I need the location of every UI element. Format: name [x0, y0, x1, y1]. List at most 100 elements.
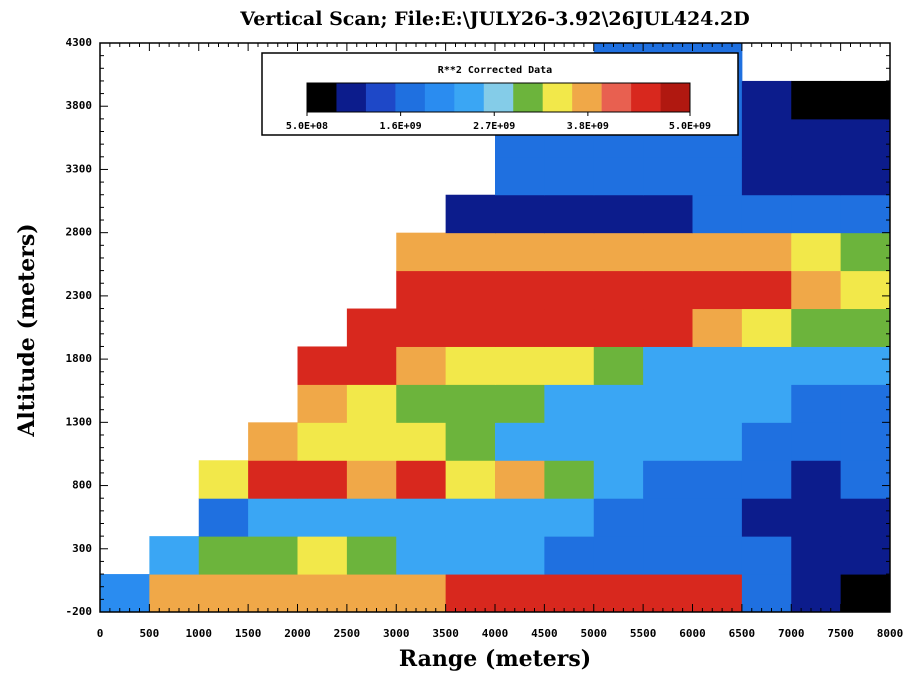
heat-cell	[198, 574, 249, 613]
heat-cell	[791, 346, 842, 385]
heat-cell	[544, 498, 595, 537]
heat-cell	[643, 460, 693, 499]
heat-cell	[741, 270, 792, 310]
heat-cell	[840, 194, 891, 234]
heat-cell	[840, 422, 891, 461]
y-tick-label: 2800	[66, 226, 93, 239]
heat-cell	[840, 384, 891, 423]
heat-cell	[248, 498, 298, 537]
heat-cell	[495, 498, 545, 537]
heat-cell	[840, 460, 891, 499]
heat-cell	[396, 536, 447, 575]
heat-cell	[643, 536, 693, 575]
heat-cell	[346, 574, 397, 613]
heat-cell	[544, 536, 595, 575]
y-tick-label: 1300	[66, 415, 93, 428]
y-tick-label: 3300	[66, 162, 93, 175]
heat-cell	[692, 536, 743, 575]
heat-cell	[495, 536, 545, 575]
heat-cell	[495, 574, 545, 613]
x-tick-label: 1000	[186, 627, 213, 640]
heat-cell	[840, 156, 891, 196]
heat-cell	[741, 346, 792, 385]
x-tick-label: 6000	[679, 627, 706, 640]
y-tick-label: 4300	[66, 36, 93, 49]
x-tick-label: 4000	[482, 627, 509, 640]
heat-cell	[791, 194, 842, 234]
heat-cell	[445, 346, 496, 385]
heat-cell	[346, 384, 397, 423]
heat-cell	[297, 422, 348, 461]
heat-cell	[593, 270, 644, 310]
heat-cell	[643, 270, 693, 310]
heat-cell	[248, 536, 298, 575]
heat-cell	[643, 156, 693, 196]
heat-cell	[297, 536, 348, 575]
heat-cell	[643, 232, 693, 272]
heat-cell	[198, 498, 249, 537]
heat-cell	[248, 422, 298, 461]
heat-cell	[346, 498, 397, 537]
heat-cell	[741, 460, 792, 499]
heat-cell	[692, 194, 743, 234]
heat-cell	[544, 422, 595, 461]
x-tick-label: 0	[97, 627, 104, 640]
heat-cell	[445, 460, 496, 499]
heat-cell	[495, 194, 545, 234]
x-tick-label: 7500	[827, 627, 854, 640]
colorbar-swatch	[542, 83, 573, 112]
x-tick-label: 7000	[778, 627, 805, 640]
heat-cell	[495, 232, 545, 272]
heat-cell	[544, 308, 595, 347]
heat-cell	[248, 574, 298, 613]
heat-cell	[346, 308, 397, 347]
heat-cell	[741, 536, 792, 575]
heat-cell	[593, 346, 644, 385]
heat-cell	[346, 422, 397, 461]
heat-cell	[791, 536, 842, 575]
heat-cell	[495, 422, 545, 461]
heat-cell	[445, 308, 496, 347]
heat-cell	[692, 346, 743, 385]
heat-cell	[593, 384, 644, 423]
heat-cell	[593, 498, 644, 537]
x-tick-label: 3000	[383, 627, 410, 640]
heat-cell	[396, 384, 447, 423]
colorbar-swatch	[454, 83, 485, 112]
heat-cell	[198, 460, 249, 499]
heat-cell	[791, 574, 842, 613]
heat-cell	[445, 194, 496, 234]
colorbar-swatch	[307, 83, 337, 112]
heat-cell	[445, 422, 496, 461]
heat-cell	[495, 460, 545, 499]
heat-cell	[741, 156, 792, 196]
heat-cell	[643, 308, 693, 347]
x-tick-label: 8000	[877, 627, 904, 640]
colorbar-swatch	[660, 83, 691, 112]
heat-cell	[593, 156, 644, 196]
heat-cell	[840, 232, 891, 272]
x-tick-label: 6500	[729, 627, 756, 640]
heat-cell	[692, 156, 743, 196]
heat-cell	[791, 80, 842, 120]
colorbar-swatch	[336, 83, 367, 112]
heat-cell	[692, 384, 743, 423]
colorbar-swatch	[513, 83, 543, 112]
heat-cell	[297, 384, 348, 423]
heat-cell	[100, 574, 150, 613]
heat-cell	[396, 460, 447, 499]
x-tick-label: 3500	[432, 627, 459, 640]
heat-cell	[643, 498, 693, 537]
heat-cell	[495, 156, 545, 196]
heat-cell	[396, 308, 447, 347]
heat-cell	[149, 536, 200, 575]
heat-cell	[840, 346, 891, 385]
heat-cell	[297, 346, 348, 385]
heat-cell	[840, 574, 891, 613]
heat-cell	[544, 156, 595, 196]
heat-cell	[643, 422, 693, 461]
heat-cell	[741, 80, 792, 120]
heat-cell	[791, 156, 842, 196]
y-tick-label: 800	[72, 479, 92, 492]
